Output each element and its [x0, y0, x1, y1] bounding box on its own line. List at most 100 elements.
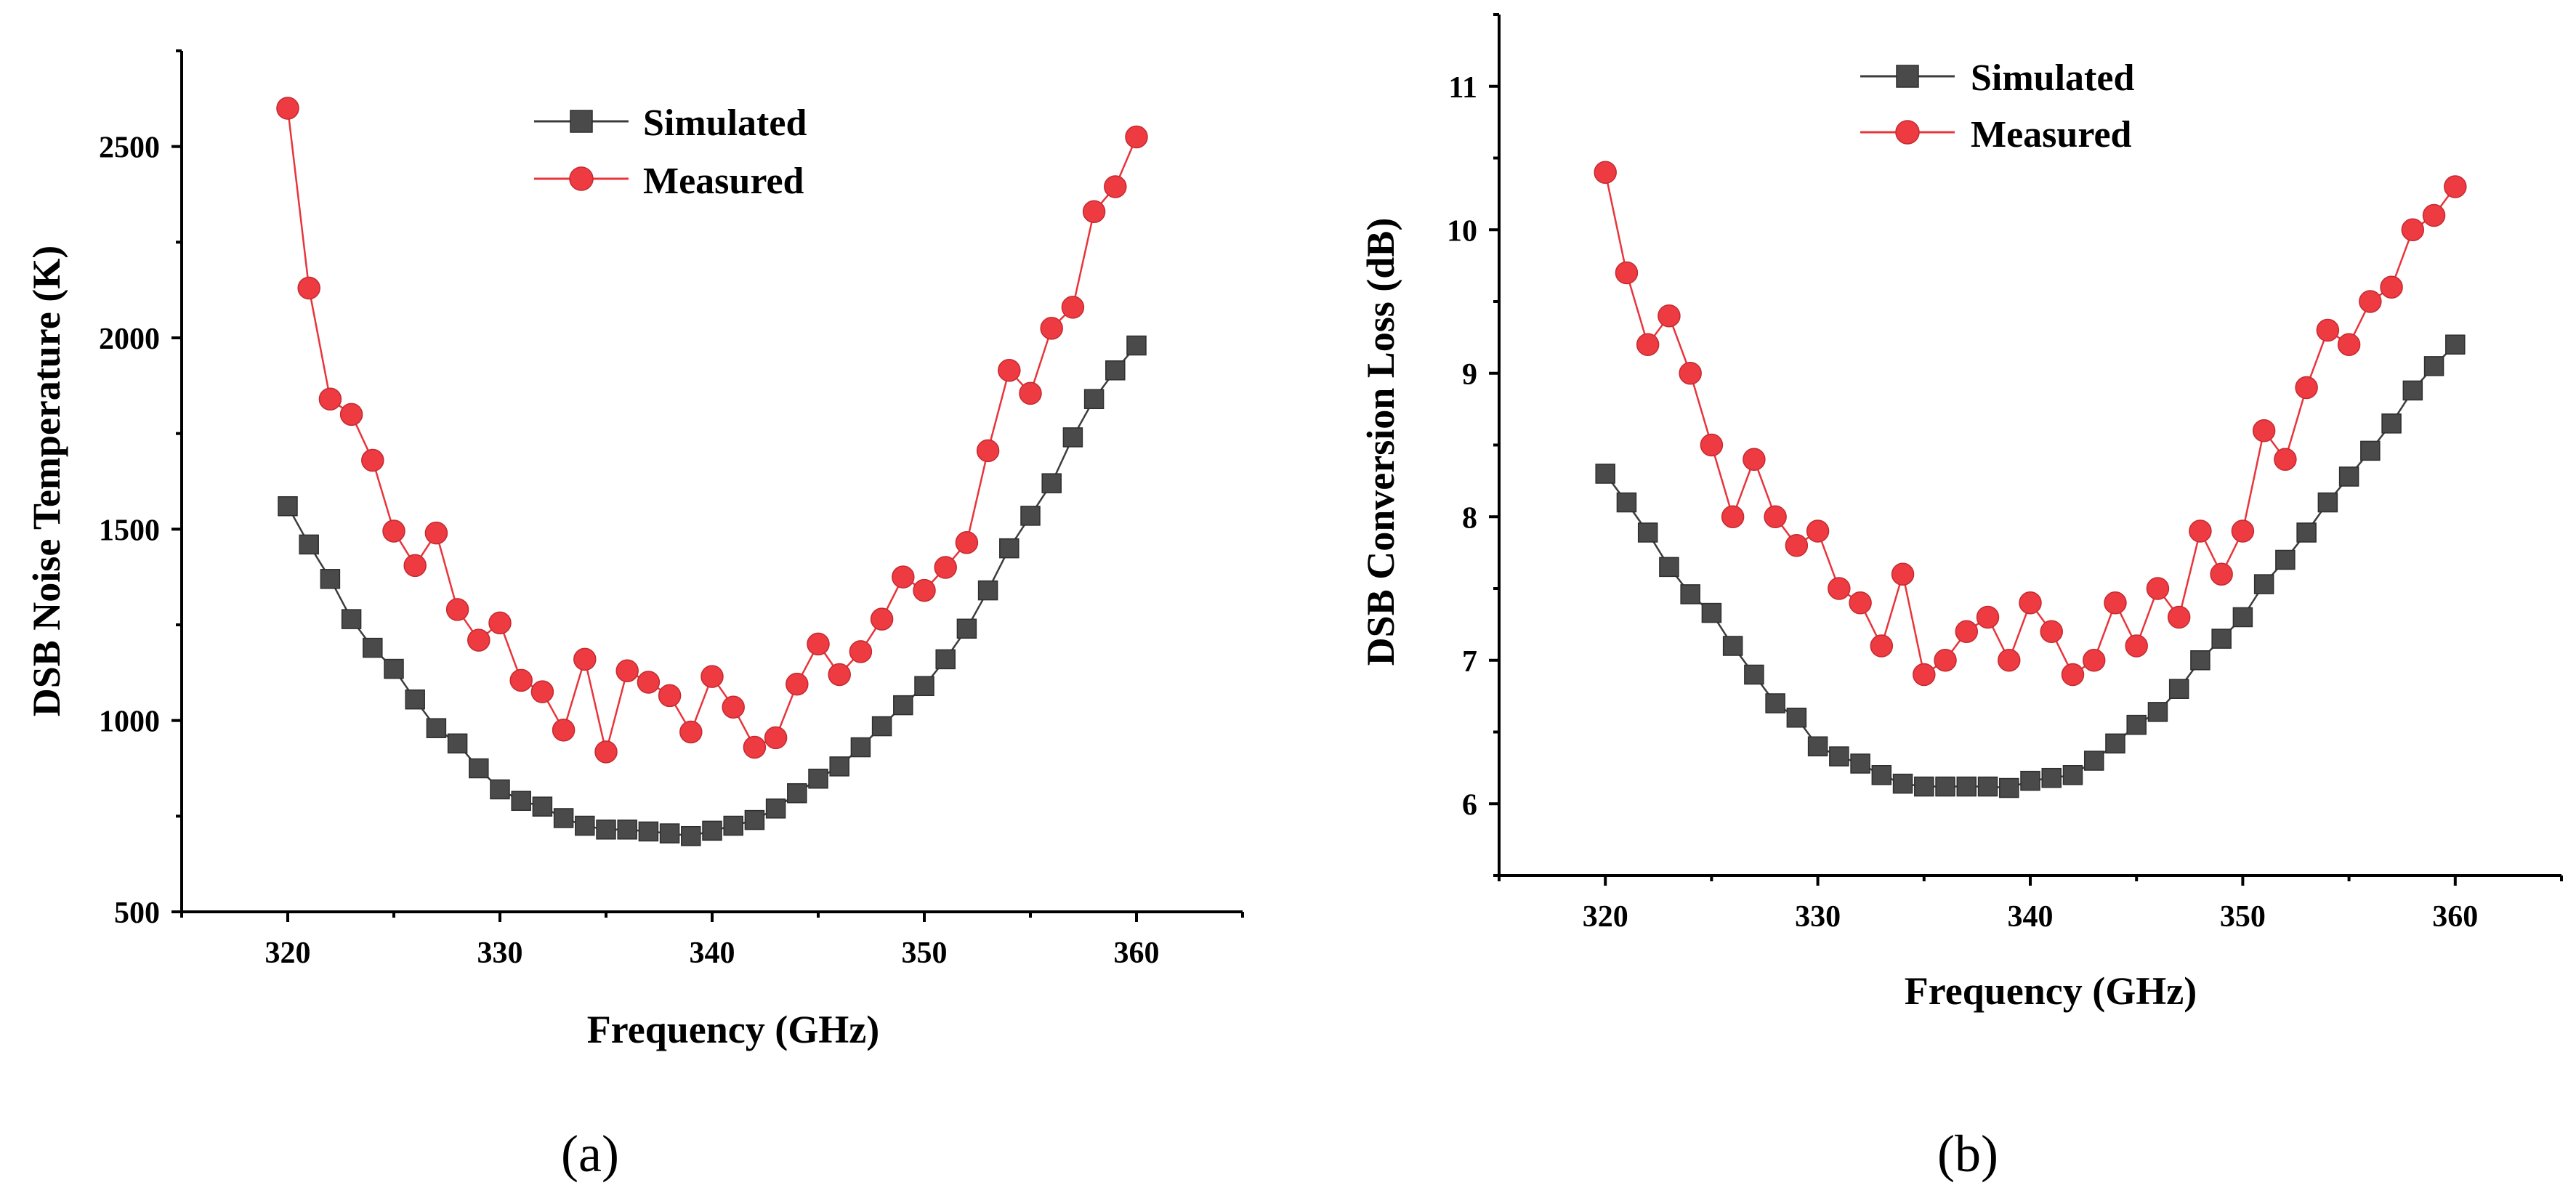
simulated-point: [2253, 574, 2274, 594]
simulated-point: [871, 716, 892, 737]
simulated-point: [659, 823, 680, 844]
legend-simulated-label: Simulated: [1971, 57, 2134, 99]
simulated-point: [2296, 522, 2317, 543]
x-tick-label: 340: [690, 937, 735, 970]
measured-point: [361, 448, 384, 472]
simulated-point: [787, 783, 807, 804]
simulated-point: [2360, 440, 2381, 461]
measured-point: [764, 726, 788, 750]
simulated-point: [681, 825, 701, 846]
simulated-point: [447, 733, 468, 754]
measured-point: [1615, 261, 1639, 285]
y-tick-label: 11: [1448, 71, 1477, 105]
simulated-point: [2168, 679, 2189, 699]
measured-point: [2316, 318, 2340, 342]
simulated-point: [575, 815, 595, 836]
measured-point: [1594, 161, 1617, 184]
panel-label-b: (b): [1937, 1125, 1998, 1183]
measured-point: [934, 556, 957, 579]
x-tick-label: 350: [902, 937, 948, 970]
simulated-point: [1914, 776, 1934, 797]
measured-point: [2295, 376, 2318, 400]
simulated-point: [532, 796, 553, 817]
simulated-point: [490, 779, 510, 800]
measured-point: [1828, 577, 1851, 600]
simulated-point: [1807, 736, 1828, 756]
simulated-point: [765, 798, 786, 819]
y-axis-title: DSB Noise Temperature (K): [25, 246, 68, 716]
simulated-point: [1083, 389, 1105, 410]
legend-measured-marker: [569, 166, 594, 191]
measured-point: [403, 554, 427, 578]
measured-point: [530, 680, 554, 703]
simulated-point: [320, 569, 341, 589]
measured-point: [955, 531, 979, 554]
simulated-point: [384, 658, 404, 679]
measured-point: [2082, 649, 2106, 672]
measured-point: [2061, 663, 2085, 687]
simulated-point: [829, 756, 849, 777]
x-tick-label: 320: [265, 937, 311, 970]
simulated-point: [2232, 607, 2253, 628]
measured-point: [2146, 577, 2170, 600]
legend: Simulated Measured: [534, 102, 807, 202]
simulated-point: [2402, 380, 2423, 401]
measured-point: [786, 672, 809, 696]
series-markers: [276, 97, 1148, 846]
simulated-point: [1041, 473, 1062, 493]
simulated-point: [2381, 413, 2402, 434]
simulated-point: [744, 809, 765, 830]
axis-ticks: 320 330 340 350 360 6 7 8 9 10 11: [1447, 13, 2563, 934]
simulated-series-line: [286, 344, 1137, 837]
simulated-point: [2338, 466, 2359, 487]
measured-point: [1679, 362, 1702, 385]
measured-point: [2189, 519, 2212, 543]
simulated-point: [2126, 714, 2147, 735]
x-tick-label: 330: [477, 937, 523, 970]
simulated-point: [893, 695, 913, 716]
x-tick-label: 330: [1795, 900, 1841, 934]
measured-point: [1061, 296, 1085, 319]
measured-point: [615, 659, 639, 682]
simulated-point: [2445, 334, 2466, 355]
simulated-point: [1701, 602, 1722, 623]
measured-point: [1658, 304, 1681, 328]
axis-ticks: 320 330 340 350 360 500 1000 1500 2000 2500: [99, 49, 1244, 970]
measured-point: [488, 611, 512, 635]
simulated-point: [341, 609, 362, 629]
measured-point: [2231, 519, 2255, 543]
simulated-point: [2190, 650, 2210, 671]
x-tick-label: 360: [2432, 900, 2478, 934]
legend-measured-marker: [1895, 120, 1920, 145]
simulated-point: [1744, 664, 1764, 685]
measured-point: [1934, 649, 1957, 672]
measured-point: [870, 607, 894, 631]
simulated-point: [426, 718, 447, 738]
simulated-point: [1680, 584, 1700, 604]
simulated-point: [723, 815, 743, 836]
measured-point: [849, 640, 873, 663]
measured-point: [1976, 605, 2000, 629]
series-lines: [1604, 171, 2456, 789]
simulated-point: [1935, 776, 1955, 797]
legend-simulated-label: Simulated: [643, 102, 807, 144]
measured-point: [339, 403, 363, 426]
measured-point: [2252, 419, 2276, 442]
simulated-point: [617, 820, 637, 840]
measured-point: [318, 387, 342, 411]
measured-point: [700, 665, 724, 688]
y-tick-label: 500: [114, 897, 160, 930]
measured-point: [509, 668, 533, 692]
measured-point: [679, 720, 703, 744]
chart-panel-b: 320 330 340 350 360 6 7 8 9 10 11 Simulated Measur…: [1359, 13, 2563, 1183]
measured-point: [807, 632, 830, 656]
y-tick-label: 6: [1462, 788, 1477, 822]
simulated-point: [596, 820, 616, 840]
y-tick-label: 8: [1462, 501, 1477, 535]
simulated-point: [1829, 746, 1849, 767]
simulated-point: [2275, 549, 2296, 570]
simulated-point: [1977, 776, 1998, 797]
measured-point: [1955, 620, 1979, 643]
simulated-point: [2317, 492, 2338, 513]
simulated-point: [914, 676, 934, 697]
